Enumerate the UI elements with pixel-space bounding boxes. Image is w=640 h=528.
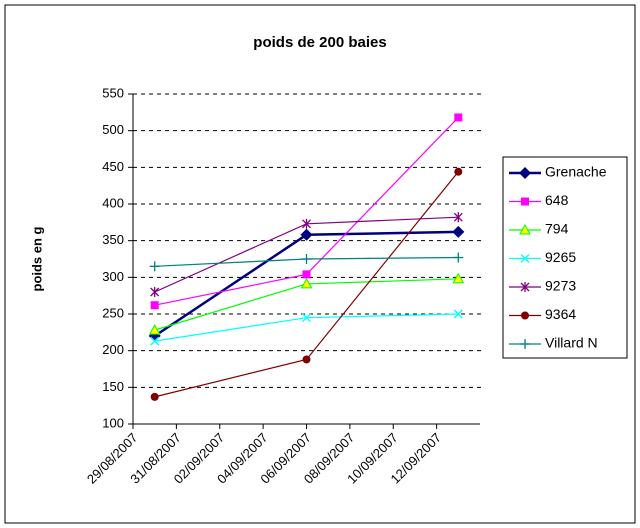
marker [453, 212, 463, 223]
marker [302, 355, 311, 364]
y-tick-label: 300 [102, 269, 124, 284]
marker-part [300, 228, 313, 241]
marker [519, 223, 531, 235]
marker [301, 254, 312, 264]
legend-label: Grenache [545, 164, 607, 180]
y-tick-label: 250 [102, 305, 124, 320]
y-tick-label: 350 [102, 232, 124, 247]
marker-part [519, 223, 531, 235]
legend-label: 9273 [545, 278, 576, 294]
legend-label: 9364 [545, 306, 576, 322]
marker [520, 254, 530, 263]
marker [148, 324, 161, 335]
marker [453, 252, 464, 263]
y-tick-label: 100 [102, 415, 124, 430]
y-tick-label: 150 [102, 379, 124, 394]
marker-part [452, 225, 465, 238]
legend-label: 794 [545, 221, 569, 237]
marker [149, 261, 160, 272]
marker-part [300, 277, 313, 289]
marker-part [520, 254, 530, 263]
y-tick-label: 500 [102, 122, 124, 137]
legend-label: Villard N [545, 335, 598, 351]
marker [454, 167, 463, 176]
marker-part [302, 355, 311, 364]
marker [519, 167, 531, 179]
chart-title: poids de 200 baies [253, 34, 386, 51]
marker-part [150, 301, 159, 310]
marker [452, 272, 465, 284]
y-tick-label: 400 [102, 195, 124, 210]
marker [150, 392, 159, 401]
marker-part [150, 336, 160, 346]
marker-part [452, 272, 465, 284]
y-tick-label: 550 [102, 85, 124, 100]
marker [521, 311, 529, 320]
marker-part [521, 311, 529, 320]
marker [520, 339, 530, 349]
marker-part [454, 113, 463, 122]
marker [300, 277, 313, 289]
legend-label: 648 [545, 192, 569, 208]
marker [302, 270, 311, 279]
marker [150, 336, 160, 346]
marker [453, 309, 463, 319]
marker-part [454, 167, 463, 176]
marker [520, 282, 530, 292]
marker [300, 228, 313, 241]
marker-part [302, 270, 311, 279]
y-axis-label: poids en g [29, 226, 44, 291]
legend-label: 9265 [545, 249, 576, 265]
y-tick-label: 450 [102, 159, 124, 174]
marker [150, 287, 160, 297]
marker [454, 113, 463, 122]
marker [302, 313, 311, 323]
marker-part [302, 313, 311, 323]
marker-part [519, 167, 531, 179]
marker [302, 218, 311, 229]
marker-part [453, 309, 463, 319]
marker [150, 301, 159, 310]
marker-part [150, 392, 159, 401]
marker-part [148, 324, 161, 335]
y-tick-label: 200 [102, 342, 124, 357]
marker [521, 197, 529, 206]
marker [452, 225, 465, 238]
marker-part [521, 197, 529, 206]
